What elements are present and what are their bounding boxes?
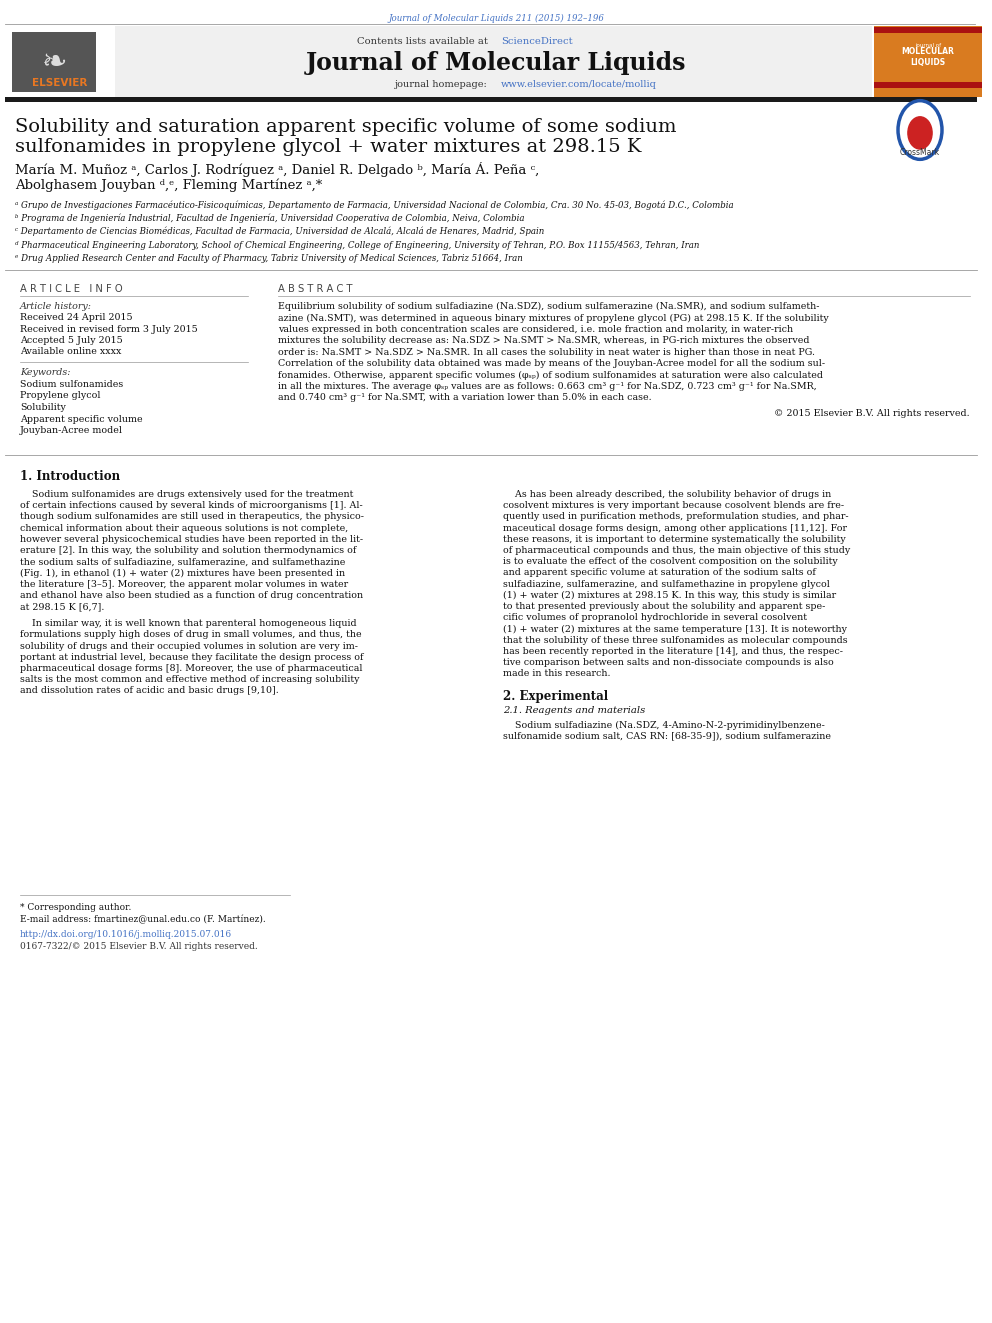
Text: formulations supply high doses of drug in small volumes, and thus, the: formulations supply high doses of drug i…: [20, 630, 362, 639]
Text: © 2015 Elsevier B.V. All rights reserved.: © 2015 Elsevier B.V. All rights reserved…: [775, 409, 970, 418]
Text: ELSEVIER: ELSEVIER: [33, 78, 87, 89]
Text: ᵇ Programa de Ingeniería Industrial, Facultad de Ingeniería, Universidad Coopera: ᵇ Programa de Ingeniería Industrial, Fac…: [15, 213, 525, 224]
Text: has been recently reported in the literature [14], and thus, the respec-: has been recently reported in the litera…: [503, 647, 843, 656]
Text: at 298.15 K [6,7].: at 298.15 K [6,7].: [20, 602, 104, 611]
Text: 2.1. Reagents and materials: 2.1. Reagents and materials: [503, 706, 645, 716]
Text: ᵃ Grupo de Investigaciones Farmacéutico-Fisicoquímicas, Departamento de Farmacia: ᵃ Grupo de Investigaciones Farmacéutico-…: [15, 200, 734, 209]
Text: quently used in purification methods, preformulation studies, and phar-: quently used in purification methods, pr…: [503, 512, 848, 521]
Text: azine (Na.SMT), was determined in aqueous binary mixtures of propylene glycol (P: azine (Na.SMT), was determined in aqueou…: [278, 314, 828, 323]
Text: erature [2]. In this way, the solubility and solution thermodynamics of: erature [2]. In this way, the solubility…: [20, 546, 356, 556]
Text: of pharmaceutical compounds and thus, the main objective of this study: of pharmaceutical compounds and thus, th…: [503, 546, 850, 556]
FancyBboxPatch shape: [12, 32, 96, 93]
Text: 0167-7322/© 2015 Elsevier B.V. All rights reserved.: 0167-7322/© 2015 Elsevier B.V. All right…: [20, 942, 258, 951]
Text: CrossMark: CrossMark: [900, 148, 940, 157]
Text: to that presented previously about the solubility and apparent spe-: to that presented previously about the s…: [503, 602, 825, 611]
Text: Journal of Molecular Liquids: Journal of Molecular Liquids: [306, 52, 686, 75]
Text: sulfadiazine, sulfamerazine, and sulfamethazine in propylene glycol: sulfadiazine, sulfamerazine, and sulfame…: [503, 579, 830, 589]
Text: Available online xxxx: Available online xxxx: [20, 348, 121, 356]
Text: Accepted 5 July 2015: Accepted 5 July 2015: [20, 336, 123, 345]
Text: cific volumes of propranolol hydrochloride in several cosolvent: cific volumes of propranolol hydrochlori…: [503, 613, 807, 622]
Text: Solubility and saturation apparent specific volume of some sodium: Solubility and saturation apparent speci…: [15, 118, 677, 136]
Text: Solubility: Solubility: [20, 404, 65, 411]
Text: Sodium sulfadiazine (Na.SDZ, 4-Amino-N-2-pyrimidinylbenzene-: Sodium sulfadiazine (Na.SDZ, 4-Amino-N-2…: [503, 721, 825, 729]
Text: www.elsevier.com/locate/molliq: www.elsevier.com/locate/molliq: [501, 79, 657, 89]
Text: and 0.740 cm³ g⁻¹ for Na.SMT, with a variation lower than 5.0% in each case.: and 0.740 cm³ g⁻¹ for Na.SMT, with a var…: [278, 393, 652, 402]
Text: the sodium salts of sulfadiazine, sulfamerazine, and sulfamethazine: the sodium salts of sulfadiazine, sulfam…: [20, 557, 345, 566]
Text: order is: Na.SMT > Na.SDZ > Na.SMR. In all cases the solubility in neat water is: order is: Na.SMT > Na.SDZ > Na.SMR. In a…: [278, 348, 815, 357]
Text: As has been already described, the solubility behavior of drugs in: As has been already described, the solub…: [503, 490, 831, 499]
Text: (1) + water (2) mixtures at the same temperature [13]. It is noteworthy: (1) + water (2) mixtures at the same tem…: [503, 624, 847, 634]
Text: values expressed in both concentration scales are considered, i.e. mole fraction: values expressed in both concentration s…: [278, 325, 794, 333]
Text: (Fig. 1), in ethanol (1) + water (2) mixtures have been presented in: (Fig. 1), in ethanol (1) + water (2) mix…: [20, 569, 345, 578]
Text: Journal of Molecular Liquids 211 (2015) 192–196: Journal of Molecular Liquids 211 (2015) …: [388, 15, 604, 22]
Text: in all the mixtures. The average φₛₚ values are as follows: 0.663 cm³ g⁻¹ for Na: in all the mixtures. The average φₛₚ val…: [278, 382, 816, 390]
Text: mixtures the solubility decrease as: Na.SDZ > Na.SMT > Na.SMR, whereas, in PG-ri: mixtures the solubility decrease as: Na.…: [278, 336, 809, 345]
Text: Contents lists available at: Contents lists available at: [357, 37, 491, 46]
Text: Jouyban-Acree model: Jouyban-Acree model: [20, 426, 123, 435]
Text: though sodium sulfonamides are still used in therapeutics, the physico-: though sodium sulfonamides are still use…: [20, 512, 364, 521]
FancyBboxPatch shape: [5, 97, 977, 102]
Text: of certain infections caused by several kinds of microorganisms [1]. Al-: of certain infections caused by several …: [20, 501, 363, 511]
FancyBboxPatch shape: [874, 26, 982, 33]
Text: 1. Introduction: 1. Introduction: [20, 470, 120, 483]
Text: made in this research.: made in this research.: [503, 669, 610, 679]
Text: 2. Experimental: 2. Experimental: [503, 691, 608, 704]
Text: ❧: ❧: [42, 48, 66, 77]
Text: Abolghasem Jouyban ᵈ,ᵉ, Fleming Martínez ᵃ,*: Abolghasem Jouyban ᵈ,ᵉ, Fleming Martínez…: [15, 179, 322, 192]
Text: ᶜ Departamento de Ciencias Biomédicas, Facultad de Farmacia, Universidad de Alca: ᶜ Departamento de Ciencias Biomédicas, F…: [15, 228, 545, 237]
Text: the literature [3–5]. Moreover, the apparent molar volumes in water: the literature [3–5]. Moreover, the appa…: [20, 579, 348, 589]
Text: Sodium sulfonamides are drugs extensively used for the treatment: Sodium sulfonamides are drugs extensivel…: [20, 490, 353, 499]
Text: (1) + water (2) mixtures at 298.15 K. In this way, this study is similar: (1) + water (2) mixtures at 298.15 K. In…: [503, 591, 836, 599]
Text: however several physicochemical studies have been reported in the lit-: however several physicochemical studies …: [20, 534, 363, 544]
Text: Sodium sulfonamides: Sodium sulfonamides: [20, 380, 123, 389]
Text: ᵉ Drug Applied Research Center and Faculty of Pharmacy, Tabriz University of Med: ᵉ Drug Applied Research Center and Facul…: [15, 254, 523, 263]
Text: chemical information about their aqueous solutions is not complete,: chemical information about their aqueous…: [20, 524, 348, 533]
Text: journal homepage:: journal homepage:: [395, 79, 491, 89]
Text: A B S T R A C T: A B S T R A C T: [278, 284, 352, 294]
FancyBboxPatch shape: [874, 82, 982, 89]
Text: and apparent specific volume at saturation of the sodium salts of: and apparent specific volume at saturati…: [503, 569, 815, 577]
Text: salts is the most common and effective method of increasing solubility: salts is the most common and effective m…: [20, 675, 359, 684]
Text: journal of: journal of: [915, 44, 941, 49]
Text: Apparent specific volume: Apparent specific volume: [20, 414, 143, 423]
Text: Propylene glycol: Propylene glycol: [20, 392, 100, 401]
Text: Equilibrium solubility of sodium sulfadiazine (Na.SDZ), sodium sulfamerazine (Na: Equilibrium solubility of sodium sulfadi…: [278, 302, 819, 311]
Text: sulfonamides in propylene glycol + water mixtures at 298.15 K: sulfonamides in propylene glycol + water…: [15, 138, 642, 156]
FancyBboxPatch shape: [5, 26, 872, 97]
Text: these reasons, it is important to determine systematically the solubility: these reasons, it is important to determ…: [503, 534, 846, 544]
Text: fonamides. Otherwise, apparent specific volumes (φₛₚ) of sodium sulfonamides at : fonamides. Otherwise, apparent specific …: [278, 370, 823, 380]
Text: Article history:: Article history:: [20, 302, 92, 311]
Text: portant at industrial level, because they facilitate the design process of: portant at industrial level, because the…: [20, 652, 363, 662]
Circle shape: [908, 116, 932, 149]
Text: María M. Muñoz ᵃ, Carlos J. Rodríguez ᵃ, Daniel R. Delgado ᵇ, María Á. Peña ᶜ,: María M. Muñoz ᵃ, Carlos J. Rodríguez ᵃ,…: [15, 161, 540, 177]
FancyBboxPatch shape: [5, 26, 115, 97]
Text: In similar way, it is well known that parenteral homogeneous liquid: In similar way, it is well known that pa…: [20, 619, 357, 628]
Text: pharmaceutical dosage forms [8]. Moreover, the use of pharmaceutical: pharmaceutical dosage forms [8]. Moreove…: [20, 664, 362, 673]
Text: that the solubility of these three sulfonamides as molecular compounds: that the solubility of these three sulfo…: [503, 635, 847, 644]
Text: cosolvent mixtures is very important because cosolvent blends are fre-: cosolvent mixtures is very important bec…: [503, 501, 844, 511]
Text: ScienceDirect: ScienceDirect: [501, 37, 572, 46]
Text: http://dx.doi.org/10.1016/j.molliq.2015.07.016: http://dx.doi.org/10.1016/j.molliq.2015.…: [20, 930, 232, 939]
Text: tive comparison between salts and non-dissociate compounds is also: tive comparison between salts and non-di…: [503, 658, 833, 667]
FancyBboxPatch shape: [874, 26, 982, 97]
Text: is to evaluate the effect of the cosolvent composition on the solubility: is to evaluate the effect of the cosolve…: [503, 557, 838, 566]
Text: sulfonamide sodium salt, CAS RN: [68-35-9]), sodium sulfamerazine: sulfonamide sodium salt, CAS RN: [68-35-…: [503, 732, 831, 741]
Text: ᵈ Pharmaceutical Engineering Laboratory, School of Chemical Engineering, College: ᵈ Pharmaceutical Engineering Laboratory,…: [15, 241, 699, 250]
Text: MOLECULAR
LIQUIDS: MOLECULAR LIQUIDS: [902, 46, 954, 67]
Text: Received in revised form 3 July 2015: Received in revised form 3 July 2015: [20, 324, 197, 333]
Text: A R T I C L E   I N F O: A R T I C L E I N F O: [20, 284, 123, 294]
Text: Correlation of the solubility data obtained was made by means of the Jouyban-Acr: Correlation of the solubility data obtai…: [278, 359, 825, 368]
Text: solubility of drugs and their occupied volumes in solution are very im-: solubility of drugs and their occupied v…: [20, 642, 358, 651]
Text: Keywords:: Keywords:: [20, 368, 70, 377]
Text: E-mail address: fmartinez@unal.edu.co (F. Martínez).: E-mail address: fmartinez@unal.edu.co (F…: [20, 916, 266, 925]
Text: Received 24 April 2015: Received 24 April 2015: [20, 314, 133, 321]
Text: maceutical dosage forms design, among other applications [11,12]. For: maceutical dosage forms design, among ot…: [503, 524, 847, 533]
Text: and ethanol have also been studied as a function of drug concentration: and ethanol have also been studied as a …: [20, 591, 363, 599]
Text: * Corresponding author.: * Corresponding author.: [20, 904, 131, 912]
Text: and dissolution rates of acidic and basic drugs [9,10].: and dissolution rates of acidic and basi…: [20, 687, 279, 696]
